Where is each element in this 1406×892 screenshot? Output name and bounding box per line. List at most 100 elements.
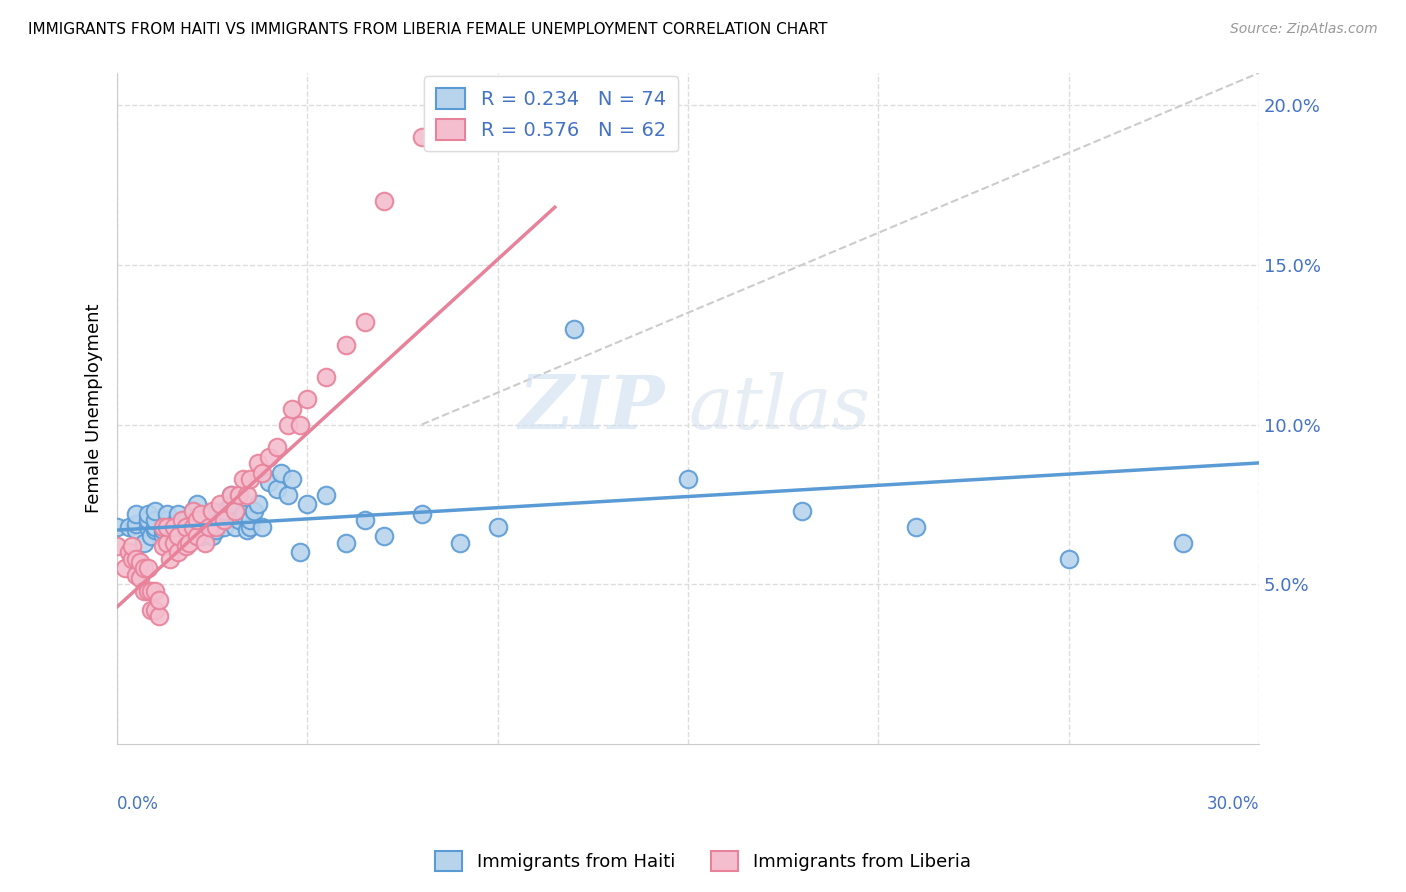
Point	[121, 551, 143, 566]
Point	[277, 488, 299, 502]
Point	[250, 466, 273, 480]
Point	[277, 417, 299, 432]
Point	[181, 513, 204, 527]
Point	[152, 539, 174, 553]
Point	[315, 369, 337, 384]
Point	[152, 520, 174, 534]
Point	[201, 520, 224, 534]
Text: Source: ZipAtlas.com: Source: ZipAtlas.com	[1230, 22, 1378, 37]
Point	[156, 520, 179, 534]
Point	[232, 472, 254, 486]
Point	[174, 520, 197, 534]
Point	[121, 539, 143, 553]
Point	[105, 539, 128, 553]
Point	[181, 520, 204, 534]
Point	[266, 440, 288, 454]
Point	[197, 520, 219, 534]
Point	[170, 513, 193, 527]
Point	[228, 488, 250, 502]
Point	[143, 520, 166, 534]
Point	[270, 466, 292, 480]
Point	[266, 482, 288, 496]
Point	[129, 571, 152, 585]
Point	[250, 520, 273, 534]
Point	[905, 520, 928, 534]
Point	[181, 520, 204, 534]
Point	[201, 529, 224, 543]
Point	[143, 583, 166, 598]
Point	[297, 392, 319, 406]
Legend: R = 0.234   N = 74, R = 0.576   N = 62: R = 0.234 N = 74, R = 0.576 N = 62	[425, 76, 678, 152]
Point	[125, 551, 148, 566]
Point	[235, 488, 257, 502]
Point	[186, 498, 208, 512]
Point	[235, 523, 257, 537]
Point	[239, 472, 262, 486]
Point	[148, 593, 170, 607]
Point	[181, 504, 204, 518]
Y-axis label: Female Unemployment: Female Unemployment	[86, 304, 103, 514]
Point	[136, 561, 159, 575]
Point	[105, 520, 128, 534]
Point	[148, 609, 170, 624]
Point	[297, 498, 319, 512]
Text: atlas: atlas	[688, 372, 870, 445]
Point	[163, 520, 186, 534]
Point	[197, 507, 219, 521]
Point	[792, 504, 814, 518]
Point	[174, 513, 197, 527]
Point	[141, 603, 163, 617]
Point	[156, 520, 179, 534]
Point	[152, 529, 174, 543]
Point	[212, 520, 235, 534]
Point	[136, 583, 159, 598]
Point	[224, 520, 246, 534]
Point	[194, 536, 217, 550]
Point	[259, 450, 281, 464]
Point	[288, 417, 311, 432]
Point	[143, 504, 166, 518]
Point	[281, 401, 304, 416]
Point	[353, 315, 375, 329]
Point	[132, 583, 155, 598]
Point	[163, 516, 186, 531]
Point	[125, 516, 148, 531]
Point	[239, 513, 262, 527]
Point	[353, 513, 375, 527]
Point	[246, 456, 269, 470]
Point	[156, 513, 179, 527]
Point	[676, 472, 699, 486]
Point	[132, 561, 155, 575]
Point	[163, 523, 186, 537]
Point	[181, 504, 204, 518]
Point	[186, 529, 208, 543]
Point	[136, 513, 159, 527]
Point	[194, 513, 217, 527]
Point	[186, 513, 208, 527]
Point	[212, 504, 235, 518]
Point	[159, 551, 181, 566]
Point	[156, 536, 179, 550]
Point	[141, 529, 163, 543]
Point	[125, 507, 148, 521]
Point	[1171, 536, 1194, 550]
Point	[174, 539, 197, 553]
Point	[125, 567, 148, 582]
Point	[163, 536, 186, 550]
Point	[167, 529, 190, 543]
Point	[239, 520, 262, 534]
Point	[141, 583, 163, 598]
Point	[143, 603, 166, 617]
Point	[174, 520, 197, 534]
Point	[259, 475, 281, 489]
Text: IMMIGRANTS FROM HAITI VS IMMIGRANTS FROM LIBERIA FEMALE UNEMPLOYMENT CORRELATION: IMMIGRANTS FROM HAITI VS IMMIGRANTS FROM…	[28, 22, 828, 37]
Point	[143, 513, 166, 527]
Point	[117, 520, 139, 534]
Point	[152, 523, 174, 537]
Point	[205, 507, 228, 521]
Point	[167, 507, 190, 521]
Point	[167, 545, 190, 559]
Point	[411, 129, 433, 144]
Point	[156, 507, 179, 521]
Point	[281, 472, 304, 486]
